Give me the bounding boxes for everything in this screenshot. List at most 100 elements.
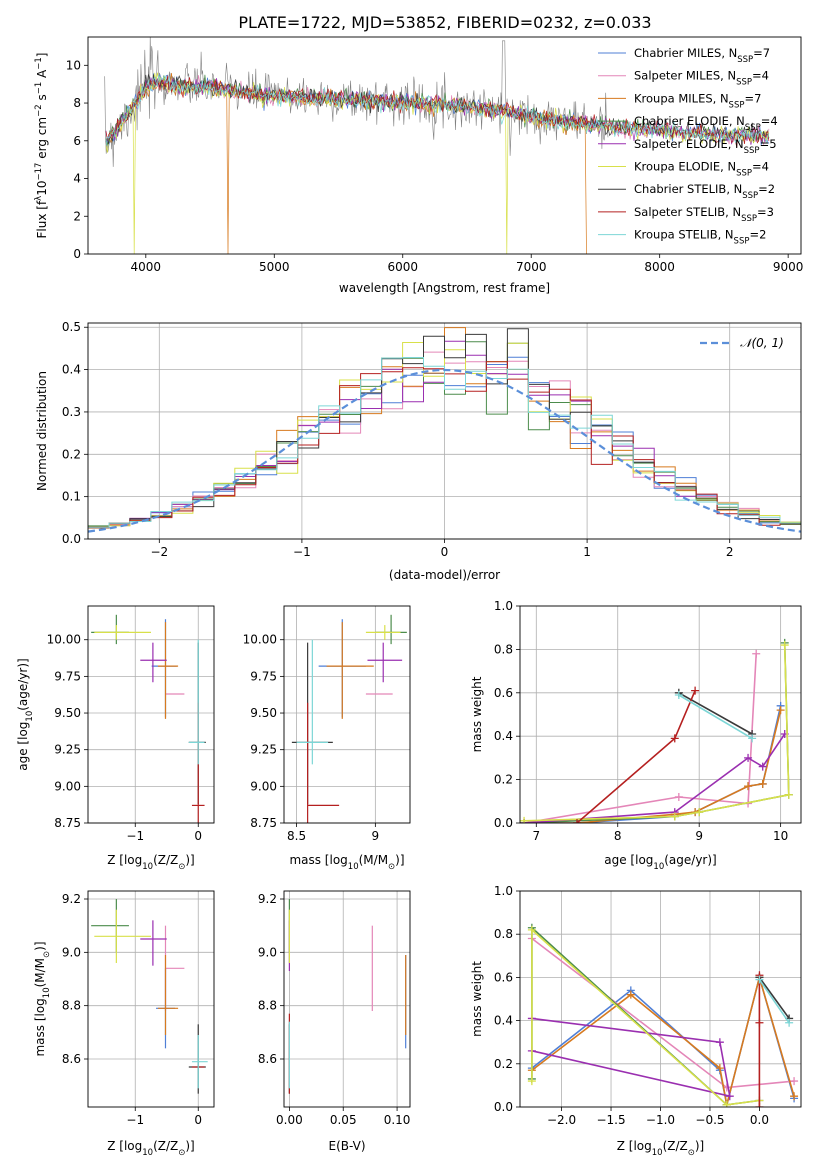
- mass-weight-marker: [722, 1100, 731, 1107]
- y-tick-label: 9.00: [250, 779, 277, 793]
- mass-weight-series: [678, 694, 753, 740]
- x-tick-label: 9000: [773, 260, 804, 274]
- axes-frame: [283, 605, 411, 824]
- x-tick-label: 5000: [259, 260, 290, 274]
- mass-weight-marker: [715, 1064, 724, 1073]
- y-tick-label: 8.8: [62, 999, 81, 1013]
- x-axis-label: E(B-V): [328, 1139, 365, 1153]
- y-tick-label: 9.00: [54, 779, 81, 793]
- mass-weight-series: [531, 928, 760, 1106]
- y-tick-label: 9.50: [250, 706, 277, 720]
- y-tick-label: 9.0: [62, 945, 81, 959]
- y-tick-label: 9.25: [54, 743, 81, 757]
- legend-entry: Kroupa STELIB, NSSP=2: [634, 228, 766, 247]
- y-tick-label: 0.2: [494, 1057, 513, 1071]
- mass-weight-marker: [755, 1103, 764, 1107]
- y-tick-label: 8.75: [250, 816, 277, 830]
- mass-weight-marker: [784, 790, 793, 799]
- y-tick-label: 10.00: [243, 633, 277, 647]
- y-tick-label: 9.2: [62, 892, 81, 906]
- observed-spectrum: [104, 37, 609, 167]
- x-tick-label: 0.05: [330, 1113, 357, 1127]
- mass-weight-series: [524, 705, 782, 823]
- legend-entry: Kroupa MILES, NSSP=7: [634, 91, 761, 110]
- spectrum-panel: 4000 5000 6000 7000 8000 9000 0 2 4 6 8 10 wavelengt…: [34, 36, 803, 295]
- mass-weight-marker: [725, 1092, 734, 1101]
- x-tick-label: 2: [726, 545, 734, 559]
- y-tick-label: 0.0: [62, 532, 81, 546]
- plot-area: [291, 614, 407, 823]
- mass-weight-marker: [790, 1092, 799, 1101]
- mass-weight-marker: [785, 1018, 794, 1027]
- weight-metallicity-panel: −2.0 −1.5 −1.0 −0.5 0.0 0.0 0.2 0.4 0.6 0.8 1.0 Z […: [470, 884, 802, 1158]
- y-axis-label: mass weight: [470, 961, 484, 1037]
- y-tick-label: 2: [73, 209, 81, 223]
- y-tick-label: 0.3: [62, 405, 81, 419]
- x-tick-label: 7: [532, 829, 540, 843]
- x-tick-label: 4000: [131, 260, 162, 274]
- x-tick-label: 10: [773, 829, 788, 843]
- figure-title: PLATE=1722, MJD=53852, FIBERID=0232, z=0…: [238, 13, 651, 32]
- y-tick-label: 0.8: [494, 927, 513, 941]
- y-tick-label: 0.6: [494, 970, 513, 984]
- y-axis-label: Normed distribution: [35, 371, 49, 491]
- y-tick-label: 0.4: [494, 1014, 513, 1028]
- mass-weight-marker: [520, 816, 529, 823]
- x-tick-label: 8: [614, 829, 622, 843]
- mass-weight-marker: [573, 819, 582, 823]
- y-tick-label: 0.0: [494, 1100, 513, 1114]
- mass-extinction-panel: 0.00 0.05 0.10 8.6 8.8 9.0 9.2 E(B-V): [258, 890, 411, 1153]
- y-tick-label: 9.2: [258, 892, 277, 906]
- y-tick-label: 0.2: [62, 447, 81, 461]
- y-tick-label: 0.4: [494, 729, 513, 743]
- y-tick-label: 6: [73, 134, 81, 148]
- x-tick-label: −1.0: [646, 1113, 675, 1127]
- plot-area: [527, 923, 799, 1107]
- plot-area: [88, 327, 801, 539]
- legend-entry: Salpeter ELODIE, NSSP=5: [634, 137, 777, 156]
- x-axis-label: wavelength [Angstrom, rest frame]: [339, 281, 550, 295]
- y-axis-label: mass [log10(M/M⊙)]: [33, 941, 52, 1056]
- mass-weight-series: [524, 710, 782, 823]
- x-tick-label: 0: [194, 829, 202, 843]
- weight-age-panel: 7 8 9 10 0.0 0.2 0.4 0.6 0.8 1.0 age [log10(age/yr…: [470, 599, 802, 872]
- x-tick-label: 0: [194, 1113, 202, 1127]
- x-tick-label: 8.5: [287, 829, 306, 843]
- y-tick-label: 10: [66, 58, 81, 72]
- mass-weight-series: [531, 974, 795, 1105]
- x-tick-label: 0.00: [276, 1113, 303, 1127]
- x-tick-label: −1.5: [596, 1113, 625, 1127]
- legend-entry: Chabrier STELIB, NSSP=2: [634, 182, 775, 201]
- x-tick-label: 8000: [644, 260, 675, 274]
- x-tick-label: 6000: [387, 260, 418, 274]
- mass-weight-series: [678, 692, 753, 735]
- model-spectrum-line: [105, 77, 770, 145]
- axes-frame: [87, 36, 802, 255]
- y-tick-label: 1.0: [494, 599, 513, 613]
- x-axis-label: Z [log10(Z/Z⊙)]: [107, 1139, 195, 1158]
- y-tick-label: 8.75: [54, 816, 81, 830]
- mass-weight-series: [531, 925, 760, 1106]
- model-spectrum-line: [105, 75, 770, 146]
- y-tick-label: 8.8: [258, 999, 277, 1013]
- y-tick-label: 0.5: [62, 320, 81, 334]
- axes-frame: [87, 605, 215, 824]
- x-tick-label: 0.10: [384, 1113, 411, 1127]
- legend-entry: Kroupa ELODIE, NSSP=4: [634, 160, 769, 179]
- mass-weight-marker: [744, 782, 753, 791]
- axes-frame: [87, 322, 802, 540]
- residual-histogram-panel: −2 −1 0 1 2 0.0 0.1 0.2 0.3 0.4 0.5 (data-model)/er…: [35, 320, 802, 582]
- axes-frame: [519, 890, 802, 1108]
- mass-weight-marker: [527, 1077, 536, 1086]
- y-axis-label: age [log10(age/yr)]: [16, 658, 35, 770]
- y-tick-label: 0.4: [62, 363, 81, 377]
- x-tick-label: −1: [293, 545, 311, 559]
- x-tick-label: 0.0: [750, 1113, 769, 1127]
- y-tick-label: 8: [73, 96, 81, 110]
- y-tick-label: 9.50: [54, 706, 81, 720]
- gaussian-curve: [88, 368, 801, 533]
- mass-weight-marker: [674, 690, 683, 699]
- mass-weight-marker: [670, 734, 679, 743]
- axes-frame: [87, 890, 215, 1108]
